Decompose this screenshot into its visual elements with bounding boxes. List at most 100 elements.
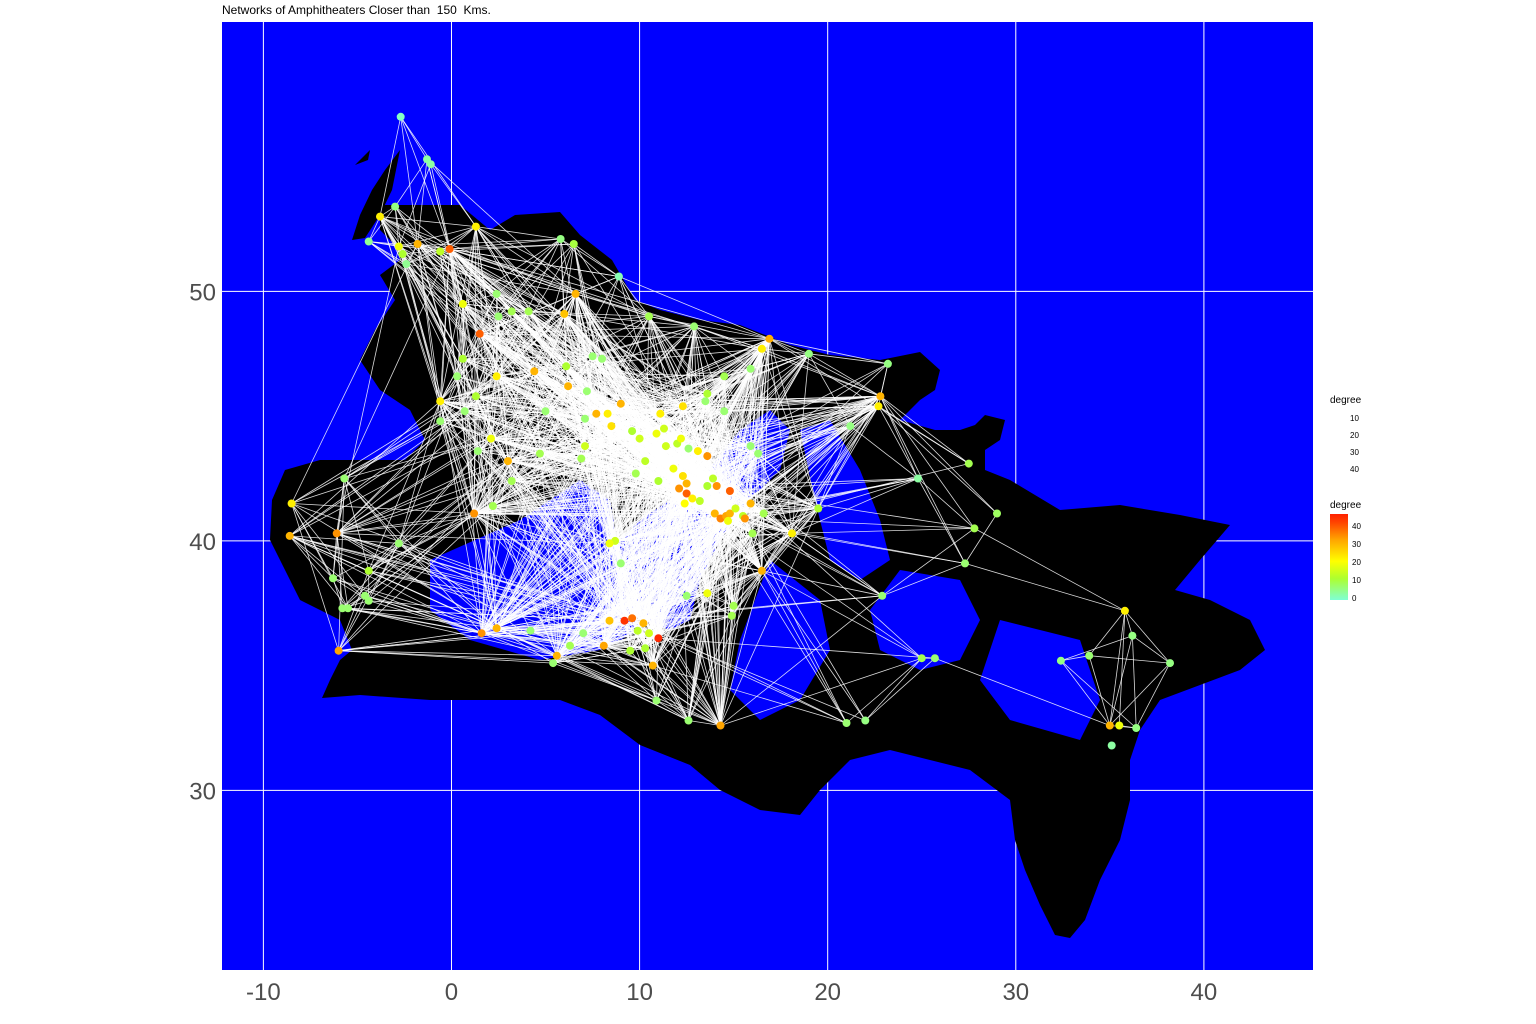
- amphitheater-node: [1056, 656, 1065, 665]
- amphitheater-node: [477, 629, 486, 638]
- network-edge: [475, 226, 576, 295]
- amphitheater-node: [814, 504, 823, 513]
- network-edge: [439, 251, 464, 305]
- network-edge: [620, 375, 725, 405]
- amphitheater-node: [445, 245, 454, 253]
- network-edge: [481, 505, 494, 634]
- network-edge: [635, 438, 640, 474]
- color-legend-label: 10: [1352, 576, 1361, 585]
- network-edge: [750, 353, 810, 447]
- network-edge: [729, 445, 751, 492]
- network-edge: [440, 395, 476, 402]
- network-edge: [289, 535, 369, 602]
- network-edge: [291, 375, 497, 504]
- network-edge: [731, 570, 763, 616]
- network-edge: [609, 413, 661, 544]
- x-tick-label: 30: [1002, 979, 1029, 1006]
- network-edge: [462, 303, 597, 415]
- amphitheater-node: [458, 354, 467, 363]
- amphitheater-node: [703, 389, 712, 398]
- amphitheater-node: [1085, 651, 1094, 660]
- network-edge: [379, 216, 441, 402]
- network-edge: [609, 393, 708, 544]
- amphitheater-node: [746, 499, 755, 508]
- network-edge: [865, 657, 922, 721]
- network-edge: [850, 425, 919, 479]
- network-edge: [688, 615, 733, 721]
- amphitheater-node: [507, 307, 516, 316]
- network-edge: [1089, 655, 1171, 664]
- network-edge: [757, 425, 851, 454]
- network-edge: [344, 420, 441, 479]
- network-edge: [1088, 655, 1111, 726]
- network-edge: [880, 396, 966, 564]
- network-edge: [475, 311, 513, 397]
- network-edge: [405, 263, 464, 360]
- network-edge: [492, 480, 513, 507]
- network-edge: [706, 453, 759, 594]
- network-edge: [878, 405, 998, 514]
- network-edge: [881, 528, 975, 597]
- network-edge: [917, 478, 966, 564]
- network-edge: [750, 446, 763, 571]
- y-axis-ticks: 30 40 50: [189, 279, 216, 805]
- network-edge: [761, 570, 883, 597]
- amphitheater-node: [524, 307, 533, 316]
- network-edges: [289, 116, 1171, 729]
- amphitheater-node: [675, 484, 684, 493]
- network-edge: [368, 570, 497, 629]
- network-edge: [1118, 610, 1126, 726]
- color-legend-title: degree: [1330, 500, 1362, 511]
- amphitheater-node: [746, 442, 755, 451]
- network-edge: [473, 513, 631, 652]
- network-edge: [609, 533, 793, 544]
- network-edge: [686, 493, 708, 594]
- x-tick-label: 40: [1191, 979, 1218, 1006]
- network-edge: [439, 420, 494, 507]
- network-edge: [439, 401, 494, 507]
- amphitheater-node: [757, 344, 766, 353]
- network-edge: [769, 338, 881, 397]
- network-edge: [545, 403, 621, 412]
- network-edge: [699, 500, 819, 509]
- network-edge: [1060, 660, 1111, 726]
- network-edge: [545, 410, 582, 459]
- network-edge: [545, 410, 597, 415]
- network-edge: [291, 243, 418, 504]
- network-edge: [336, 513, 475, 534]
- network-edge: [609, 431, 633, 544]
- amphitheater-node: [861, 716, 870, 725]
- amphitheater-node: [641, 644, 650, 653]
- amphitheater-node: [471, 222, 480, 231]
- network-edge: [686, 570, 763, 597]
- amphitheater-node: [564, 382, 573, 391]
- network-edge: [490, 438, 659, 482]
- amphitheater-node: [652, 696, 661, 705]
- amphitheater-node: [720, 372, 729, 381]
- network-edge: [583, 595, 687, 634]
- amphitheater-node: [961, 559, 969, 568]
- amphitheater-node: [645, 312, 653, 321]
- network-edge: [338, 630, 531, 652]
- network-edge: [496, 376, 582, 459]
- network-edge: [289, 535, 334, 579]
- network-edge: [645, 460, 793, 534]
- network-edge: [808, 353, 851, 427]
- network-edge: [609, 503, 685, 544]
- network-edge: [1060, 635, 1133, 662]
- network-edge: [332, 578, 343, 609]
- network-edge: [477, 450, 610, 544]
- network-edge: [693, 326, 751, 370]
- network-edge: [474, 498, 693, 514]
- network-edge: [479, 333, 546, 412]
- network-edge: [481, 632, 657, 701]
- amphitheater-node: [556, 235, 565, 243]
- network-edge: [417, 243, 499, 317]
- network-edge: [596, 375, 725, 415]
- network-edge: [498, 316, 567, 367]
- network-edge: [731, 533, 753, 616]
- network-edge: [729, 478, 919, 492]
- network-edge: [934, 657, 1110, 726]
- size-legend-label: 10: [1350, 414, 1359, 423]
- amphitheater-node: [727, 611, 736, 620]
